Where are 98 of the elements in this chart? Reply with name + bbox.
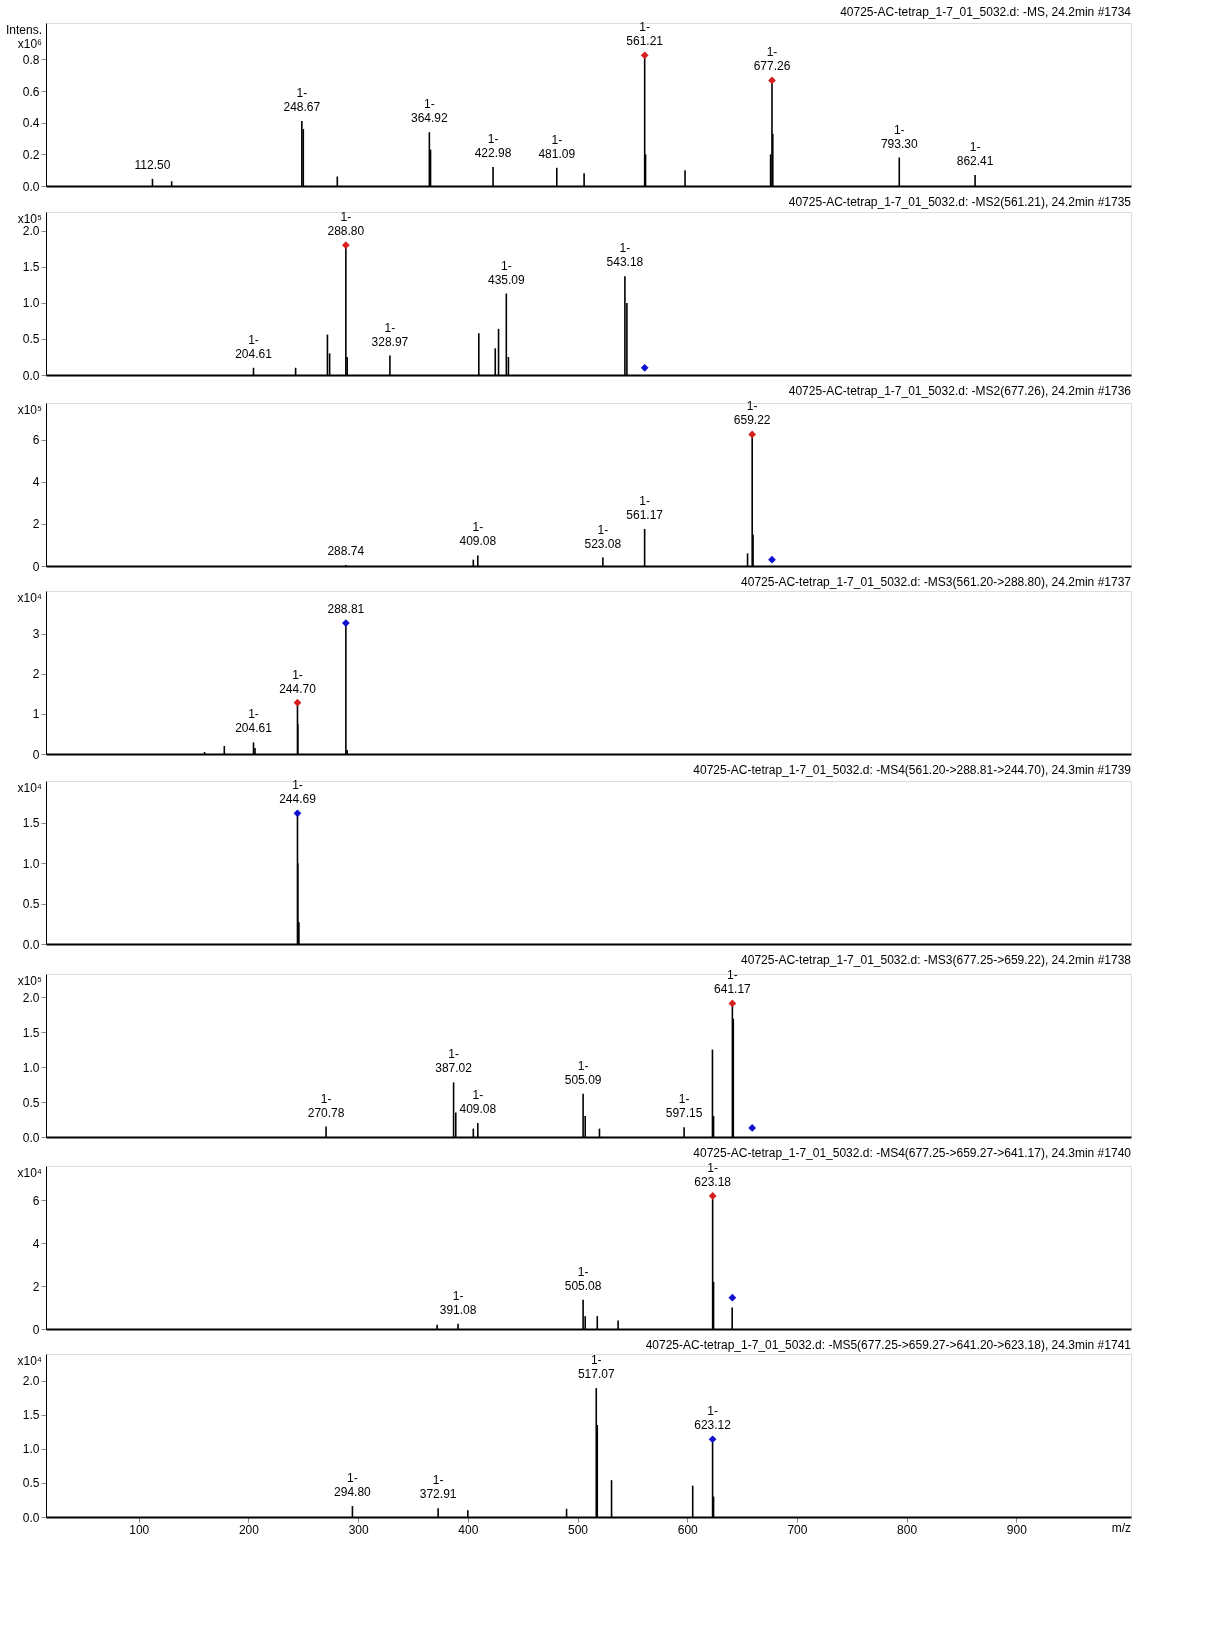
y-axis-title: x10⁴ (17, 1166, 42, 1180)
annotation: 1- 244.69 (279, 778, 317, 807)
y-tick-label: 2 (32, 1279, 40, 1294)
chart-title: 40725-AC-tetrap_1-7_01_5032.d: -MS3(561.20->288.80), 24.2min #1737 (741, 575, 1132, 589)
y-axis-title: x10⁵ (17, 212, 43, 226)
x-tick-label: 900 (1006, 1522, 1028, 1537)
y-tick-label: 4 (32, 1236, 40, 1251)
y-tick-label: 1.5 (22, 816, 40, 831)
y-tick-label: 0.5 (22, 897, 40, 912)
y-tick-label: 0.5 (22, 1476, 40, 1491)
annotation: 1- 204.61 (235, 332, 273, 361)
annotation: 1- 623.12 (694, 1404, 732, 1433)
annotation: 1- 561.21 (626, 20, 664, 49)
y-tick-label: 0.0 (22, 1130, 40, 1145)
y-tick-label: 1.0 (22, 856, 40, 871)
chart-title: 40725-AC-tetrap_1-7_01_5032.d: -MS2(561.21), 24.2min #1735 (788, 195, 1132, 210)
y-tick-label: 0 (32, 1322, 40, 1337)
x-tick-label: 700 (787, 1522, 808, 1537)
annotation: 1- 641.17 (714, 968, 752, 997)
y-tick-label: 1.5 (22, 1025, 40, 1040)
y-tick-label: 1 (32, 707, 40, 722)
annotation: 1- 204.61 (235, 707, 273, 736)
annotation: 1- 505.08 (564, 1264, 602, 1293)
y-tick-label: 6 (32, 1193, 40, 1208)
chart-title: 40725-AC-tetrap_1-7_01_5032.d: -MS3(677.25->659.22), 24.2min #1738 (741, 953, 1132, 968)
y-axis-title: x10⁴ (17, 591, 42, 605)
annotation: 1- 409.08 (459, 520, 497, 549)
chart-title: 40725-AC-tetrap_1-7_01_5032.d: -MS, 24.2min #1734 (840, 5, 1132, 20)
x-tick-label: 500 (568, 1522, 589, 1537)
y-axis-title: Intens. x10⁶ (5, 23, 43, 51)
annotation: 1- 659.22 (733, 399, 771, 428)
annotation: 1- 372.91 (419, 1473, 457, 1502)
y-tick-label: 0.8 (22, 52, 40, 67)
y-axis-title: x10⁵ (17, 974, 43, 988)
y-tick-label: 0.5 (22, 332, 40, 347)
y-tick-label: 1.5 (22, 260, 40, 275)
x-tick-label: 400 (458, 1522, 479, 1537)
annotation: 1- 270.78 (307, 1091, 345, 1120)
annotation: 1- 387.02 (435, 1047, 473, 1076)
y-tick-label: 0.0 (22, 368, 40, 383)
y-axis-title: x10⁴ (17, 781, 42, 795)
x-tick-label: 200 (238, 1522, 260, 1537)
annotation: 1- 561.17 (626, 493, 664, 522)
y-tick-label: 0 (32, 559, 40, 574)
annotation: 1- 422.98 (474, 132, 512, 161)
annotation: 112.50 (134, 157, 171, 172)
annotation: 1- 597.15 (665, 1092, 703, 1121)
annotation: 1- 677.26 (753, 45, 791, 74)
y-axis-title: x10⁵ (17, 403, 43, 417)
annotation: 1- 517.07 (577, 1353, 615, 1382)
x-tick-label: 100 (129, 1522, 150, 1537)
annotation: 1- 288.80 (327, 210, 365, 239)
y-tick-label: 0.6 (22, 84, 40, 99)
y-tick-label: 0.5 (22, 1095, 40, 1110)
annotation: 288.74 (327, 543, 365, 558)
y-tick-label: 1.5 (22, 1408, 40, 1423)
chart-title: 40725-AC-tetrap_1-7_01_5032.d: -MS5(677.25->659.27->641.20->623.18), 24.3min #1741 (645, 1338, 1132, 1352)
annotation: 1- 543.18 (606, 241, 644, 270)
x-tick-label: 300 (348, 1522, 369, 1537)
y-tick-label: 0.0 (22, 937, 40, 952)
y-tick-label: 0.2 (22, 147, 40, 162)
y-tick-label: 1.0 (22, 1442, 40, 1457)
y-tick-label: 0.0 (22, 179, 40, 194)
y-tick-label: 2 (32, 517, 40, 532)
y-tick-label: 2.0 (22, 1374, 40, 1389)
y-tick-label: 2.0 (22, 990, 40, 1005)
y-tick-label: 1.0 (22, 296, 40, 311)
y-tick-label: 1.0 (22, 1060, 40, 1075)
x-axis-title: m/z (1111, 1521, 1131, 1535)
annotation: 1- 248.67 (283, 86, 321, 115)
y-tick-label: 0 (32, 747, 40, 762)
y-tick-label: 3 (32, 627, 40, 642)
chart-title: 40725-AC-tetrap_1-7_01_5032.d: -MS4(561.20->288.81->244.70), 24.3min #1739 (693, 763, 1132, 778)
y-axis-title: x10⁴ (17, 1354, 42, 1368)
annotation: 1- 862.41 (956, 139, 994, 168)
chart-title: 40725-AC-tetrap_1-7_01_5032.d: -MS4(677.25->659.27->641.17), 24.3min #1740 (693, 1145, 1132, 1160)
y-tick-label: 4 (32, 475, 40, 490)
annotation: 1- 328.97 (371, 320, 409, 349)
annotation: 1- 244.70 (279, 667, 317, 696)
annotation: 1- 505.09 (564, 1058, 602, 1087)
annotation: 1- 793.30 (880, 122, 918, 151)
x-tick-label: 600 (677, 1522, 699, 1537)
y-tick-label: 0.4 (22, 116, 40, 131)
annotation: 1- 435.09 (487, 258, 526, 287)
x-tick-label: 800 (897, 1522, 918, 1537)
chart-title: 40725-AC-tetrap_1-7_01_5032.d: -MS2(677.26), 24.2min #1736 (788, 384, 1132, 399)
annotation: 1- 364.92 (411, 97, 449, 126)
annotation: 1- 391.08 (439, 1288, 477, 1317)
y-tick-label: 6 (32, 433, 40, 448)
y-tick-label: 2.0 (22, 224, 40, 239)
annotation: 1- 523.08 (584, 522, 622, 551)
y-tick-label: 2 (32, 667, 40, 682)
annotation: 1- 409.08 (459, 1088, 497, 1117)
annotation: 288.81 (327, 602, 365, 617)
annotation: 1- 294.80 (334, 1471, 372, 1500)
y-tick-label: 0.0 (22, 1510, 40, 1525)
annotation: 1- 481.09 (538, 132, 576, 161)
annotation: 1- 623.18 (694, 1160, 732, 1189)
